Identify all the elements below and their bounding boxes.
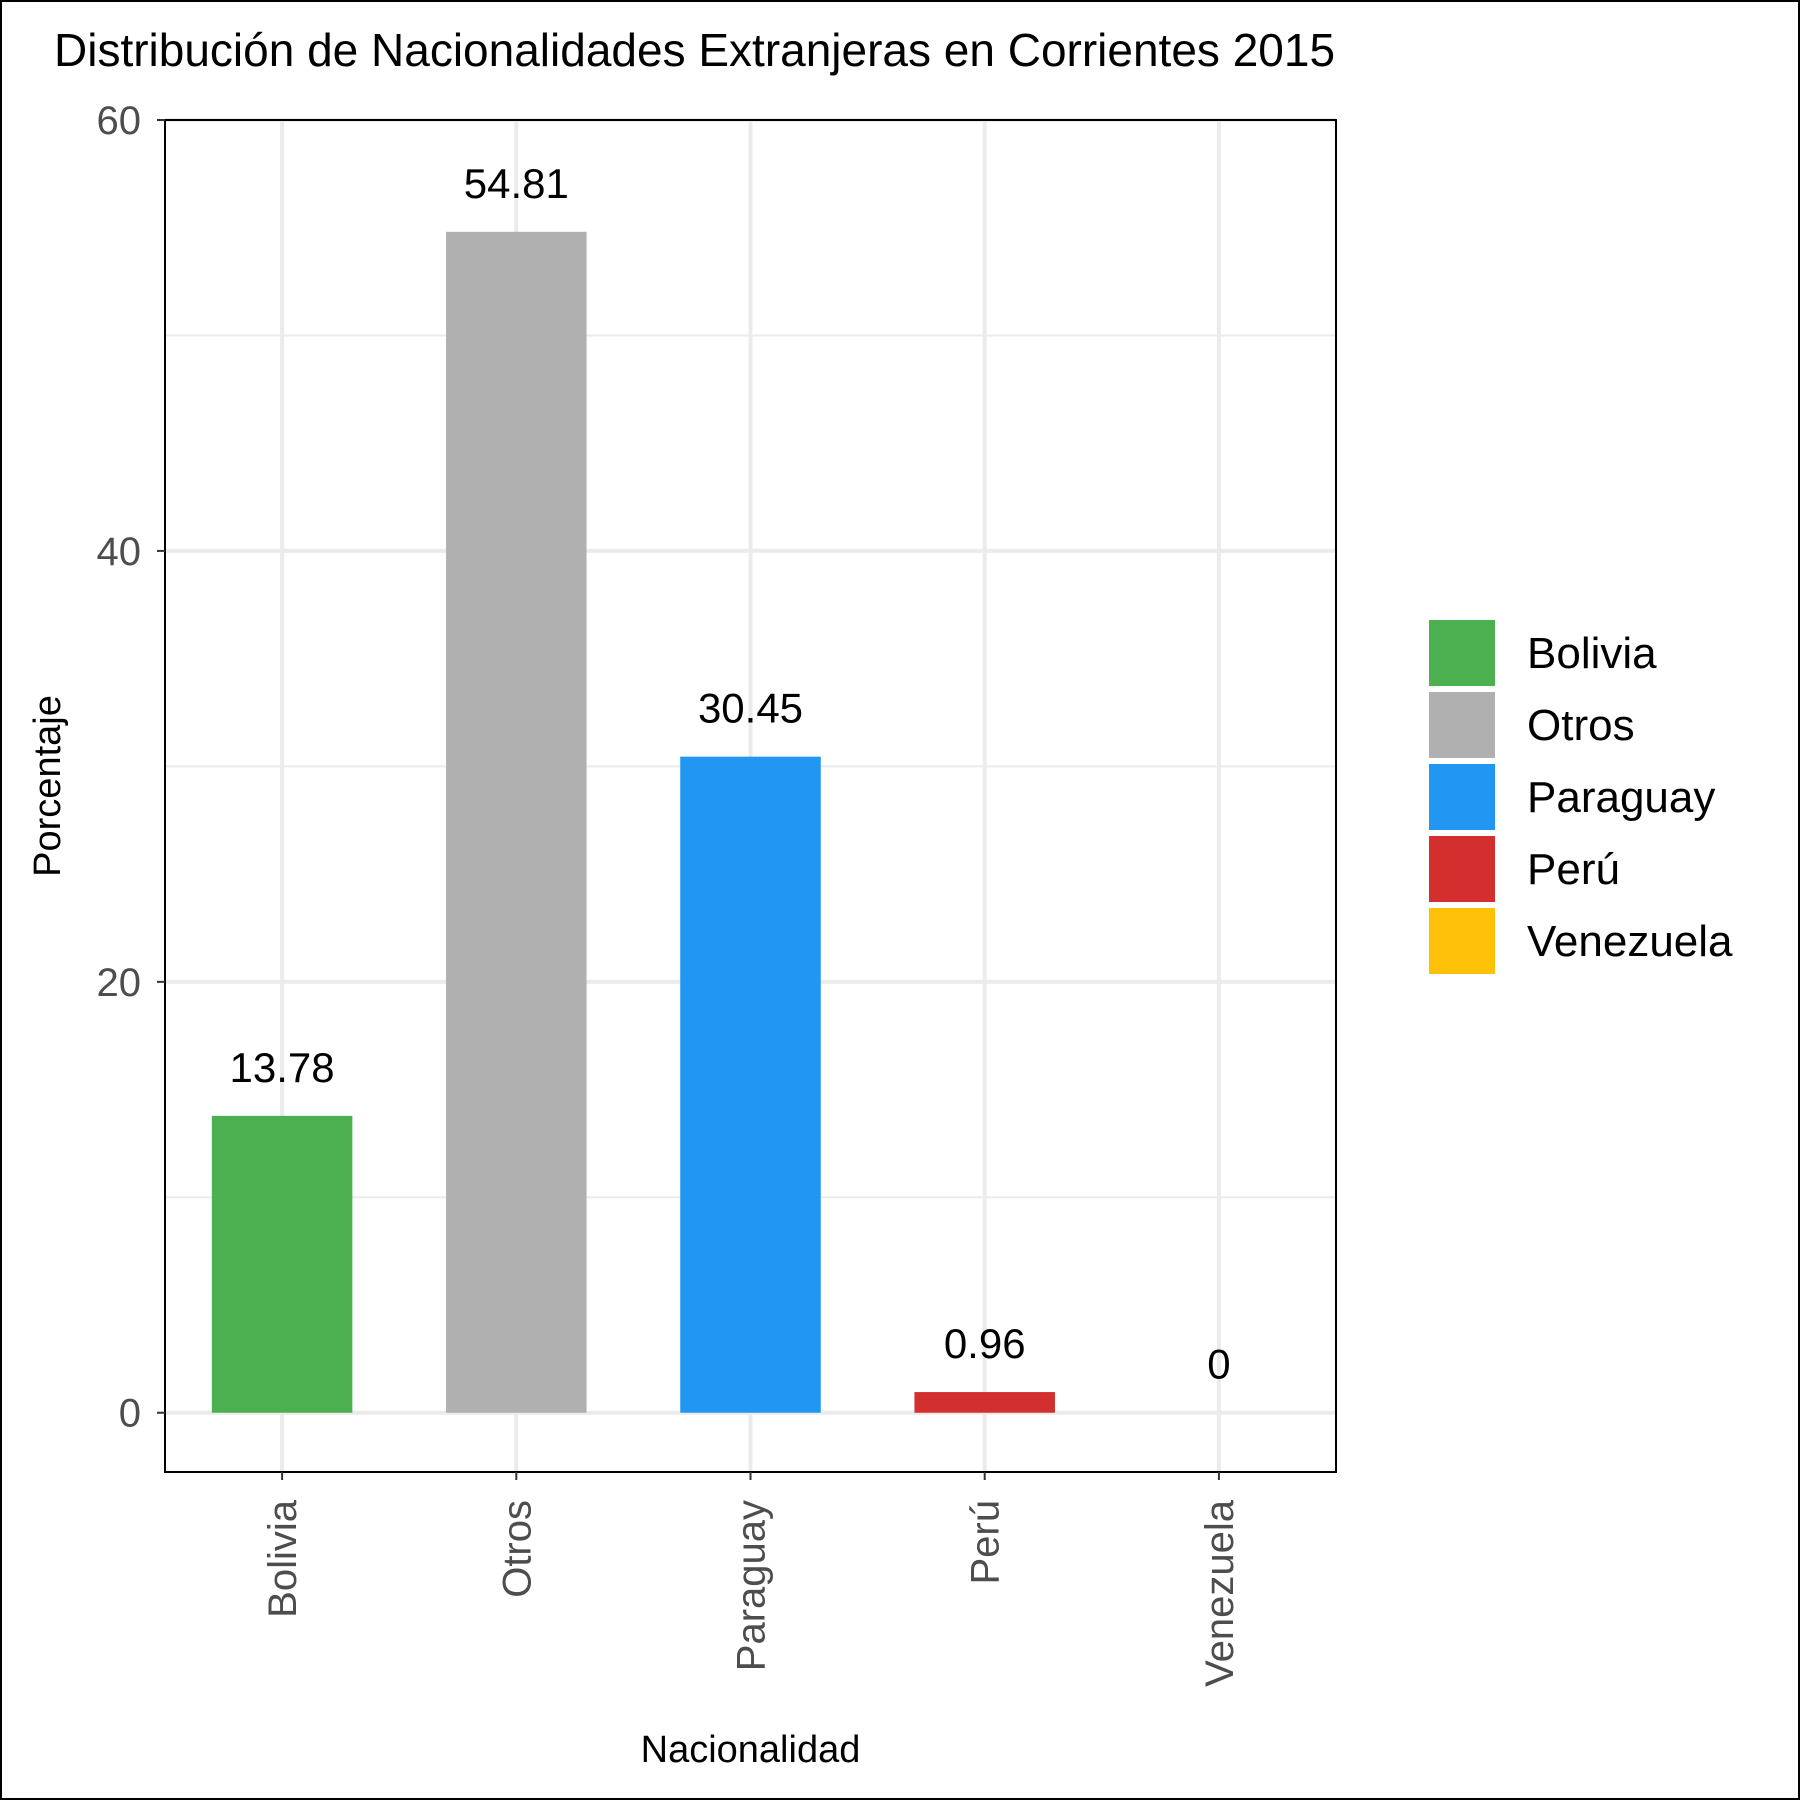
- y-axis-title: Porcentaje: [27, 695, 69, 877]
- bar-otros: [446, 231, 587, 1413]
- y-tick-label: 60: [97, 99, 142, 143]
- legend-label: Perú: [1527, 845, 1620, 894]
- bar-bolivia: [211, 1115, 353, 1413]
- legend-label: Bolivia: [1527, 629, 1657, 678]
- legend-label: Otros: [1527, 701, 1635, 750]
- value-label: 30.45: [698, 685, 803, 732]
- legend-swatch-venezuela: [1429, 908, 1495, 974]
- legend: Bolivia Otros Paraguay Perú Venezuela: [1429, 620, 1733, 974]
- bar-paraguay: [680, 756, 821, 1413]
- x-tick-label: Otros: [495, 1500, 539, 1598]
- legend-swatch-bolivia: [1429, 620, 1495, 686]
- value-label: 0.96: [944, 1320, 1026, 1367]
- y-tick-label: 40: [97, 530, 142, 574]
- x-tick-label: Perú: [964, 1500, 1008, 1585]
- legend-swatch-otros: [1429, 692, 1495, 758]
- legend-swatch-perú: [1429, 836, 1495, 902]
- bar-perú: [914, 1392, 1055, 1413]
- value-label: 0: [1207, 1341, 1230, 1388]
- value-label: 13.78: [230, 1044, 335, 1091]
- legend-swatch-paraguay: [1429, 764, 1495, 830]
- y-tick-label: 0: [119, 1392, 141, 1436]
- legend-label: Venezuela: [1527, 917, 1733, 966]
- value-label: 54.81: [464, 160, 569, 207]
- y-axis-ticks: 0 20 40 60: [97, 99, 165, 1436]
- legend-label: Paraguay: [1527, 773, 1715, 822]
- x-axis-ticks: Bolivia Otros Paraguay Perú Venezuela: [261, 1472, 1242, 1687]
- x-tick-label: Paraguay: [730, 1500, 774, 1671]
- value-labels-layer: 13.78 54.81 30.45 0.96 0: [230, 160, 1231, 1388]
- x-axis-title: Nacionalidad: [641, 1729, 861, 1771]
- bars-layer: [211, 231, 1055, 1413]
- x-tick-label: Bolivia: [261, 1499, 305, 1618]
- x-tick-label: Venezuela: [1198, 1499, 1242, 1687]
- chart-title: Distribución de Nacionalidades Extranjer…: [54, 24, 1335, 76]
- y-tick-label: 20: [97, 961, 142, 1005]
